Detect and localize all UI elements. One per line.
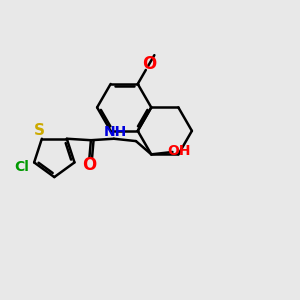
Text: O: O [142,55,156,73]
Text: S: S [34,123,45,138]
Text: NH: NH [103,125,127,139]
Text: O: O [82,156,97,174]
Text: Cl: Cl [14,160,29,173]
Text: OH: OH [167,144,191,158]
